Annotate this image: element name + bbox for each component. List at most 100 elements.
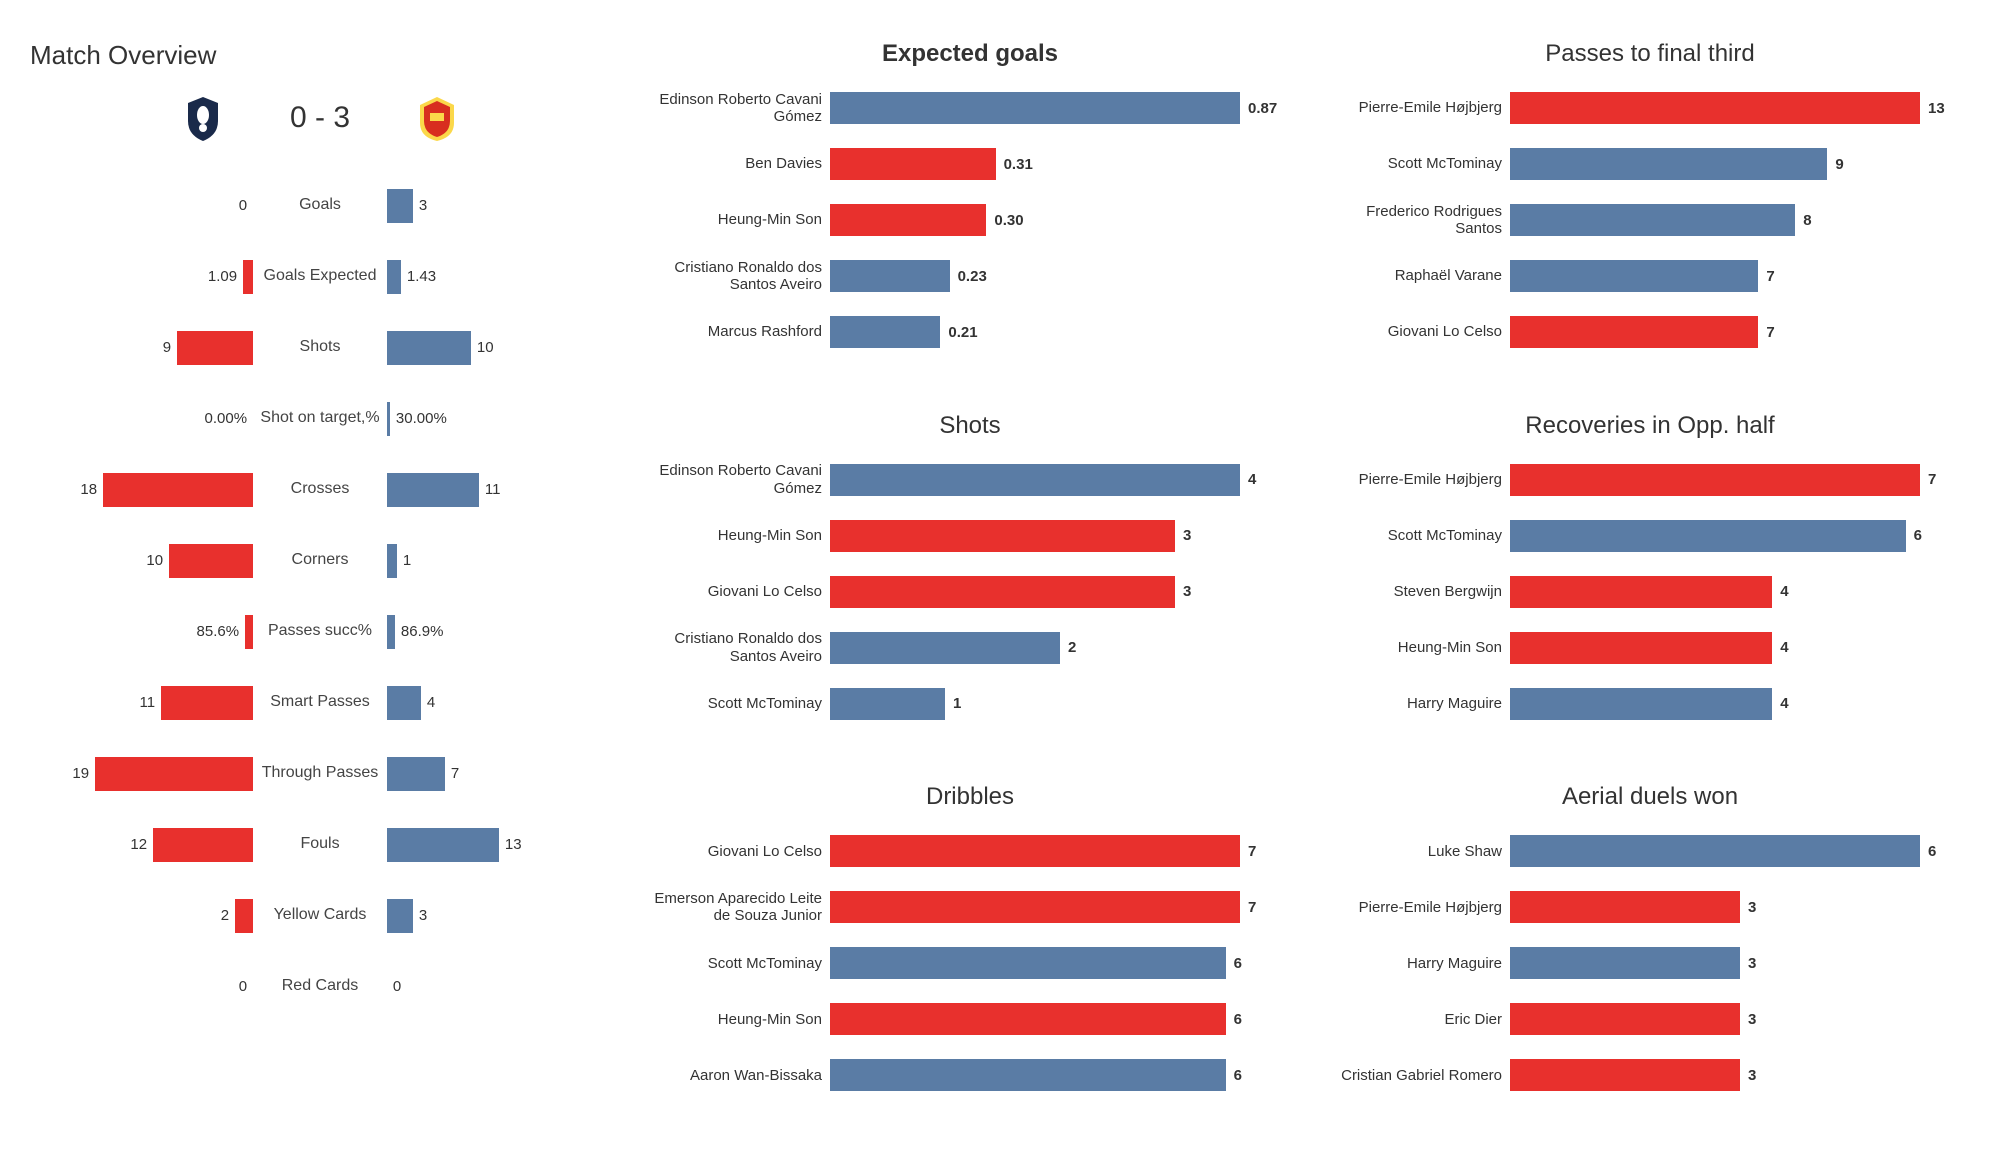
mini-chart-value: 7 [1248,899,1256,916]
mini-chart-label: Pierre-Emile Højbjerg [1330,99,1510,116]
tottenham-crest-icon [178,93,228,143]
mini-chart-bar [830,260,950,292]
overview-row: 1.09Goals Expected1.43 [30,241,610,312]
mini-chart-row: Ben Davies0.31 [650,136,1290,192]
mini-chart-bar-wrap: 7 [830,835,1290,867]
overview-home-cell: 9 [30,331,253,365]
mini-chart: Expected goals Edinson Roberto Cavani Góm… [650,40,1290,392]
mini-chart-bar [1510,204,1795,236]
dashboard: Match Overview 0 - 3 0Goals31.09Goals Ex… [30,40,1970,1135]
overview-row: 10Corners1 [30,525,610,596]
mini-chart-bar-wrap: 6 [1510,835,1970,867]
mini-chart-label: Giovani Lo Celso [650,843,830,860]
mini-chart-row: Steven Bergwijn4 [1330,564,1970,620]
overview-home-value: 10 [146,552,163,569]
overview-home-value: 19 [72,765,89,782]
mini-chart-bar-wrap: 6 [1510,520,1970,552]
mini-chart-row: Harry Maguire4 [1330,676,1970,732]
overview-home-value: 11 [140,694,156,711]
mini-chart-label: Giovani Lo Celso [1330,323,1510,340]
mini-chart-row: Heung-Min Son4 [1330,620,1970,676]
mini-chart-bar [830,632,1060,664]
mini-chart-row: Heung-Min Son6 [650,991,1290,1047]
overview-away-value: 13 [505,836,522,853]
overview-row: 85.6% Passes succ% 86.9% [30,596,610,667]
overview-home-bar [103,473,253,507]
charts-grid: Expected goals Edinson Roberto Cavani Góm… [650,40,1970,1135]
mini-chart-bar-wrap: 1 [830,688,1290,720]
mini-chart-title: Expected goals [650,40,1290,68]
mini-chart-bar-wrap: 0.23 [830,260,1290,292]
mini-chart-bar-wrap: 7 [1510,260,1970,292]
mini-chart-value: 7 [1928,471,1936,488]
mini-chart-value: 8 [1803,212,1811,229]
mini-chart-bar-wrap: 4 [1510,632,1970,664]
overview-away-value: 3 [419,197,427,214]
overview-away-cell: 7 [387,757,610,791]
mini-chart-row: Giovani Lo Celso7 [650,823,1290,879]
overview-home-value: 85.6% [197,623,240,640]
mini-chart-value: 6 [1234,1067,1242,1084]
overview-stat-label: Yellow Cards [253,906,387,924]
mini-chart-bar [830,464,1240,496]
mini-chart-bar-wrap: 3 [830,520,1290,552]
score-text: 0 - 3 [290,101,350,135]
overview-stat-label: Passes succ% [253,622,387,640]
mini-chart-value: 6 [1234,955,1242,972]
mini-chart-value: 6 [1914,527,1922,544]
overview-home-cell: 18 [30,473,253,507]
mini-chart-row: Giovani Lo Celso7 [1330,304,1970,360]
mini-chart-bar [1510,92,1920,124]
overview-rows: 0Goals31.09Goals Expected1.439Shots100.0… [30,170,610,1022]
overview-stat-label: Through Passes [253,764,387,782]
mini-chart-bar [1510,316,1758,348]
overview-stat-label: Fouls [253,835,387,853]
overview-away-value: 11 [485,481,501,498]
mini-chart-value: 7 [1766,268,1774,285]
mini-chart-label: Edinson Roberto Cavani Gómez [650,91,830,126]
mini-chart-title: Dribbles [650,783,1290,811]
mini-chart-row: Pierre-Emile Højbjerg7 [1330,452,1970,508]
mini-chart-bar-wrap: 2 [830,632,1290,664]
overview-away-cell: 86.9% [387,615,610,649]
mini-chart-row: Pierre-Emile Højbjerg13 [1330,80,1970,136]
mini-chart-bar-wrap: 0.31 [830,148,1290,180]
overview-home-cell: 2 [30,899,253,933]
mini-chart-label: Emerson Aparecido Leite de Souza Junior [650,890,830,925]
mini-chart-label: Harry Maguire [1330,695,1510,712]
man-utd-crest-icon [412,93,462,143]
mini-chart-row: Edinson Roberto Cavani Gómez4 [650,452,1290,508]
overview-away-bar [387,544,397,578]
mini-chart-bar-wrap: 4 [1510,688,1970,720]
mini-chart-value: 3 [1748,899,1756,916]
overview-home-bar [153,828,253,862]
mini-chart-row: Giovani Lo Celso3 [650,564,1290,620]
overview-home-bar [169,544,253,578]
mini-chart-bar [1510,576,1772,608]
mini-chart-row: Raphaël Varane7 [1330,248,1970,304]
mini-chart-bar [830,835,1240,867]
overview-row: 0Red Cards0 [30,951,610,1022]
mini-chart-label: Ben Davies [650,155,830,172]
overview-home-cell: 12 [30,828,253,862]
overview-home-cell: 0 [30,970,253,1004]
mini-chart-bar [830,92,1240,124]
mini-chart-title: Shots [650,412,1290,440]
mini-chart-bar [1510,464,1920,496]
overview-stat-label: Crosses [253,480,387,498]
overview-away-cell: 1.43 [387,260,610,294]
overview-row: 0.00%Shot on target,%30.00% [30,383,610,454]
mini-chart-bar-wrap: 0.30 [830,204,1290,236]
overview-row: 18Crosses 11 [30,454,610,525]
overview-home-bar [161,686,253,720]
overview-stat-label: Red Cards [253,977,387,995]
mini-chart-label: Scott McTominay [650,955,830,972]
overview-away-value: 86.9% [401,623,444,640]
mini-chart-bar [1510,260,1758,292]
overview-home-cell: 19 [30,757,253,791]
overview-home-bar [177,331,253,365]
mini-chart-label: Pierre-Emile Højbjerg [1330,899,1510,916]
mini-chart-label: Heung-Min Son [1330,639,1510,656]
mini-chart-bar-wrap: 0.21 [830,316,1290,348]
mini-chart-row: Frederico Rodrigues Santos8 [1330,192,1970,248]
